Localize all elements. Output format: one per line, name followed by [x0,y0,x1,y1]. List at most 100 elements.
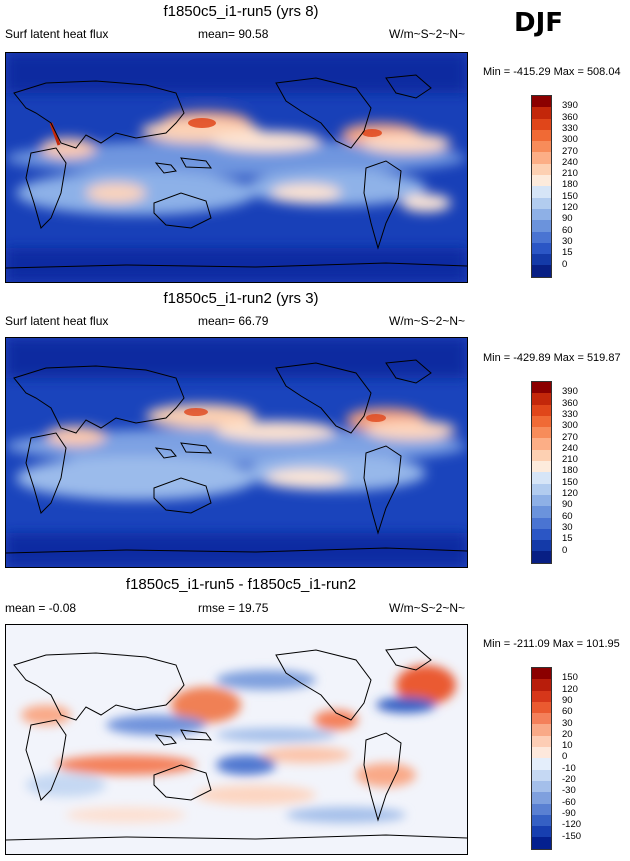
colorbar-tick-label: 0 [562,544,568,556]
panel-2-colorbar [531,381,552,564]
colorbar-swatch [532,826,551,838]
panel-1-mean: mean= 90.58 [198,27,269,41]
colorbar-swatch [532,837,551,849]
colorbar-tick-label: -10 [562,762,576,774]
colorbar-tick-label: 120 [562,202,578,213]
colorbar-tick-label: -30 [562,785,576,797]
panel-2-mean: mean= 66.79 [198,314,269,328]
colorbar-swatch [532,152,551,164]
colorbar-swatch [532,415,551,428]
panel-3-colorbar [531,667,552,850]
colorbar-tick-label: 90 [562,213,573,225]
panel-2-minmax: Min = -429.89 Max = 519.87 [483,352,621,364]
colorbar-tick-label: 240 [562,442,578,454]
colorbar-swatch [532,494,551,507]
colorbar-tick-label: -150 [562,830,582,842]
colorbar-swatch [532,427,551,439]
colorbar-swatch [532,814,551,827]
colorbar-swatch [532,803,551,815]
colorbar-swatch [532,701,551,714]
colorbar-tick-label: 390 [562,386,578,398]
colorbar-tick-label: 180 [562,179,578,191]
colorbar-swatch [532,208,551,221]
colorbar-tick-label: 10 [562,740,573,752]
colorbar-swatch [532,404,551,416]
colorbar-swatch [532,551,551,563]
colorbar-swatch [532,242,551,255]
colorbar-swatch [532,735,551,748]
panel-2-title: f1850c5_i1-run2 (yrs 3) [163,290,319,307]
panel-2-field-label: Surf latent heat flux [5,314,109,328]
colorbar-tick-label: 330 [562,408,578,420]
colorbar-swatch [532,197,551,209]
colorbar-tick-label: 240 [562,156,578,168]
colorbar-swatch [532,780,551,793]
colorbar-tick-label: 60 [562,706,573,718]
colorbar-tick-label: 360 [562,397,578,409]
colorbar-tick-label: 360 [562,111,578,123]
colorbar-tick-label: 210 [562,454,578,466]
panel-3-title: f1850c5_i1-run5 - f1850c5_i1-run2 [125,576,357,593]
colorbar-tick-label: 120 [562,683,578,695]
season-label: DJF [514,8,564,38]
colorbar-swatch [532,792,551,804]
colorbar-swatch [532,118,551,130]
panel-3-map [5,624,468,855]
panel-1-title: f1850c5_i1-run5 (yrs 8) [163,3,319,20]
colorbar-tick-label: -60 [562,796,576,808]
panel-3-rmse: rmse = 19.75 [198,601,269,615]
colorbar-tick-label: 300 [562,420,578,432]
colorbar-tick-label: 60 [562,510,573,522]
colorbar-tick-label: 15 [562,247,573,259]
panel-1-colorbar [531,95,552,278]
panel-1-field-label: Surf latent heat flux [5,27,109,41]
colorbar-swatch [532,382,551,394]
colorbar-swatch [532,679,551,691]
colorbar-tick-label: 30 [562,717,573,729]
panel-2-map [5,337,468,568]
colorbar-swatch [532,231,551,243]
colorbar-tick-label: 120 [562,488,578,499]
colorbar-swatch [532,393,551,405]
colorbar-swatch [532,163,551,176]
colorbar-swatch [532,758,551,770]
colorbar-swatch [532,713,551,725]
colorbar-swatch [532,175,551,187]
panel-3-units: W/m~S~2~N~ [389,601,466,615]
colorbar-swatch [532,528,551,541]
colorbar-tick-label: -120 [562,819,582,831]
colorbar-tick-label: 15 [562,533,573,545]
colorbar-tick-label: 180 [562,465,578,477]
colorbar-tick-label: 390 [562,100,578,112]
colorbar-swatch [532,220,551,232]
colorbar-swatch [532,449,551,462]
colorbar-tick-label: -20 [562,774,576,785]
colorbar-swatch [532,265,551,277]
colorbar-tick-label: 0 [562,751,568,763]
colorbar-tick-label: 300 [562,134,578,146]
colorbar-tick-label: 270 [562,145,578,157]
colorbar-tick-label: 0 [562,258,568,270]
colorbar-swatch [532,724,551,736]
colorbar-swatch [532,747,551,759]
colorbar-tick-label: 270 [562,431,578,443]
colorbar-tick-label: 210 [562,168,578,180]
colorbar-swatch [532,690,551,702]
colorbar-swatch [532,506,551,518]
panel-1-map [5,52,468,283]
colorbar-swatch [532,107,551,119]
colorbar-swatch [532,461,551,473]
colorbar-swatch [532,186,551,198]
colorbar-swatch [532,141,551,153]
colorbar-tick-label: 150 [562,190,578,202]
colorbar-tick-label: 20 [562,728,573,740]
colorbar-swatch [532,668,551,680]
panel-2-units: W/m~S~2~N~ [389,314,466,328]
colorbar-tick-label: 90 [562,499,573,511]
colorbar-tick-label: 90 [562,694,573,706]
colorbar-swatch [532,769,551,781]
colorbar-swatch [532,438,551,450]
colorbar-tick-label: 150 [562,476,578,488]
colorbar-swatch [532,254,551,266]
colorbar-swatch [532,483,551,495]
